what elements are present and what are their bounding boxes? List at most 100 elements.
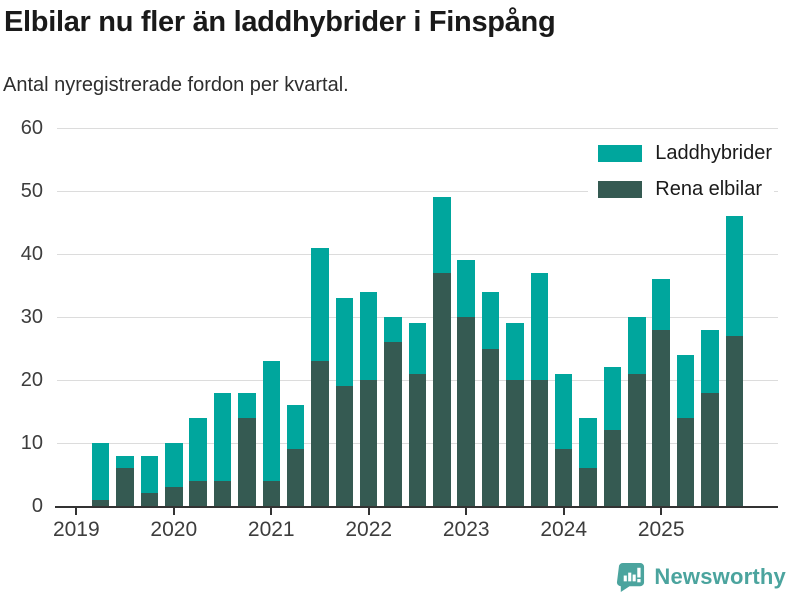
bar-2023-q4 [530, 272, 549, 506]
y-axis-label-30: 30 [20, 306, 43, 328]
y-axis-label-20: 20 [20, 369, 43, 391]
x-axis-tick-2025 [660, 508, 663, 515]
bar-2019-q3 [116, 455, 134, 506]
bar-segment-laddhybrider [359, 291, 378, 380]
x-axis-tick-2021 [270, 508, 273, 515]
bar-2022-q1 [359, 291, 378, 506]
bar-2019-q2 [91, 443, 110, 506]
gridline-y40 [57, 253, 778, 255]
legend-label: Rena elbilar [655, 178, 762, 200]
bar-segment-rena-elbilar [481, 348, 500, 506]
bar-segment-laddhybrider [676, 354, 695, 418]
x-axis-label-2023: 2023 [442, 518, 490, 541]
bar-2021-q4 [335, 298, 354, 506]
bar-segment-rena-elbilar [554, 449, 573, 506]
bar-segment-rena-elbilar [140, 493, 159, 506]
bar-segment-rena-elbilar [408, 373, 427, 506]
gridline-y60 [57, 127, 778, 129]
x-axis-tick-2020 [172, 508, 175, 515]
bar-segment-rena-elbilar [384, 342, 402, 506]
bar-2023-q2 [481, 291, 500, 506]
bar-segment-rena-elbilar [628, 373, 646, 506]
bar-segment-laddhybrider [579, 417, 597, 469]
y-axis-label-10: 10 [20, 432, 43, 454]
chart-plot-area: Laddhybrider Rena elbilar 0 10 20 30 40 50 60 2… [21, 118, 778, 541]
bar-2023-q3 [506, 323, 524, 506]
bar-segment-laddhybrider [725, 216, 744, 336]
newsworthy-logo-icon [617, 562, 645, 592]
bar-segment-rena-elbilar [652, 329, 670, 506]
bar-segment-rena-elbilar [676, 417, 695, 506]
legend-item-laddhybrider: Laddhybrider [598, 142, 772, 165]
legend-swatch-laddhybrider [598, 145, 643, 162]
bar-2020-q3 [213, 392, 232, 506]
x-axis-label-2020: 2020 [150, 518, 198, 541]
bar-segment-rena-elbilar [725, 335, 744, 506]
y-axis-label-60: 60 [20, 117, 43, 139]
bar-segment-rena-elbilar [603, 430, 622, 506]
chart-legend: Laddhybrider Rena elbilar [588, 138, 774, 207]
x-axis-label-2024: 2024 [540, 518, 588, 541]
x-axis-tick-2019 [75, 508, 78, 515]
bar-segment-laddhybrider [554, 373, 573, 450]
bar-2021-q3 [311, 247, 329, 506]
bar-segment-rena-elbilar [189, 480, 207, 506]
legend-item-rena-elbilar: Rena elbilar [598, 178, 772, 201]
bar-segment-laddhybrider [481, 291, 500, 349]
bar-segment-rena-elbilar [359, 380, 378, 506]
x-axis-label-2025: 2025 [637, 518, 685, 541]
x-axis-tick-2023 [465, 508, 468, 515]
newsworthy-branding: Newsworthy [615, 561, 786, 592]
legend-label: Laddhybrider [655, 142, 772, 164]
bar-segment-laddhybrider [701, 329, 719, 393]
bar-segment-rena-elbilar [116, 468, 134, 506]
bar-segment-laddhybrider [286, 405, 305, 450]
x-axis-tick-2024 [562, 508, 565, 515]
bar-segment-laddhybrider [506, 323, 524, 380]
bar-segment-laddhybrider [384, 317, 402, 343]
bar-segment-laddhybrider [457, 260, 475, 317]
bar-2025-q1 [652, 279, 670, 506]
bar-segment-laddhybrider [238, 392, 256, 418]
bar-segment-laddhybrider [189, 417, 207, 481]
x-axis-label-2019: 2019 [52, 518, 100, 541]
bar-2025-q3 [701, 329, 719, 506]
bar-segment-rena-elbilar [335, 386, 354, 506]
bar-segment-laddhybrider [335, 298, 354, 387]
chart-subtitle: Antal nyregistrerade fordon per kvartal. [3, 74, 349, 96]
bar-segment-laddhybrider [116, 455, 134, 469]
bar-2024-q2 [579, 417, 597, 506]
bar-2020-q4 [238, 392, 256, 506]
bar-segment-rena-elbilar [506, 380, 524, 506]
bar-segment-rena-elbilar [433, 272, 451, 506]
bar-segment-laddhybrider [140, 455, 159, 494]
bar-segment-laddhybrider [603, 367, 622, 431]
bar-segment-rena-elbilar [213, 480, 232, 506]
bar-segment-laddhybrider [165, 443, 183, 488]
bar-2024-q4 [628, 317, 646, 506]
legend-swatch-rena-elbilar [598, 181, 643, 198]
bar-segment-rena-elbilar [286, 449, 305, 506]
bar-segment-rena-elbilar [91, 499, 110, 506]
bar-2022-q4 [433, 197, 451, 506]
bar-segment-rena-elbilar [262, 480, 280, 506]
y-axis-label-40: 40 [20, 243, 43, 265]
bar-2022-q3 [408, 323, 427, 506]
bar-segment-rena-elbilar [530, 380, 549, 506]
page-title: Elbilar nu fler än laddhybrider i Finspå… [4, 6, 556, 38]
bar-segment-laddhybrider [433, 197, 451, 273]
y-axis-label-50: 50 [20, 180, 43, 202]
bar-2025-q4 [725, 216, 744, 506]
bar-segment-rena-elbilar [238, 417, 256, 506]
bar-segment-laddhybrider [311, 247, 329, 362]
x-axis-tick-2022 [367, 508, 370, 515]
bar-segment-laddhybrider [408, 323, 427, 374]
bar-2024-q3 [603, 367, 622, 506]
bar-segment-rena-elbilar [165, 487, 183, 506]
bar-segment-rena-elbilar [579, 468, 597, 506]
bar-2024-q1 [554, 373, 573, 506]
bar-2023-q1 [457, 260, 475, 506]
bar-2020-q2 [189, 417, 207, 506]
bar-2022-q2 [384, 317, 402, 506]
bar-segment-laddhybrider [628, 317, 646, 374]
